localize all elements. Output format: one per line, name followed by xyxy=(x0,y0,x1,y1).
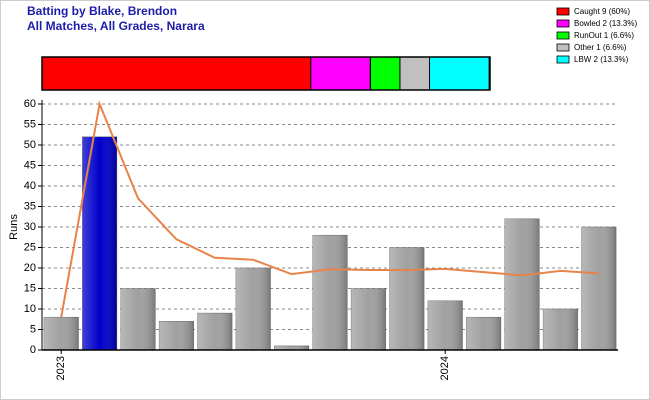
y-tick-label: 5 xyxy=(30,323,36,335)
bar-shading xyxy=(159,321,194,350)
strip-frame xyxy=(41,56,491,91)
y-axis-label: Runs xyxy=(8,214,20,240)
strip-segment xyxy=(429,56,490,91)
legend-swatch xyxy=(556,43,570,52)
bar-shading xyxy=(543,309,578,350)
y-tick-label: 35 xyxy=(24,200,36,212)
legend-label: Bowled 2 (13.3%) xyxy=(574,19,637,28)
y-tick-label: 10 xyxy=(24,303,36,315)
bar-shading xyxy=(120,288,156,350)
bar-shading xyxy=(504,218,540,350)
x-tick-label: 2023 xyxy=(55,356,67,380)
y-tick-label: 15 xyxy=(24,282,36,294)
bar-shading xyxy=(389,247,425,350)
y-tick-label: 0 xyxy=(30,344,36,356)
legend-label: LBW 2 (13.3%) xyxy=(574,55,629,64)
bar-shading xyxy=(197,313,233,350)
strip-segment xyxy=(41,56,312,91)
bar-shading xyxy=(427,300,463,350)
x-tick-label: 2024 xyxy=(439,356,451,380)
legend-swatch xyxy=(556,31,570,40)
y-tick-label: 45 xyxy=(24,159,36,171)
legend-swatch xyxy=(556,7,570,16)
y-tick-label: 55 xyxy=(24,118,36,130)
bar-shading xyxy=(43,317,79,350)
chart-title: Batting by Blake, Brendon xyxy=(27,4,177,18)
chart-subtitle: All Matches, All Grades, Narara xyxy=(27,19,205,33)
legend-label: Other 1 (6.6%) xyxy=(574,43,627,52)
legend-swatch xyxy=(556,19,570,28)
legend-label: RunOut 1 (6.6%) xyxy=(574,31,634,40)
bar-shading xyxy=(312,235,348,350)
y-tick-label: 20 xyxy=(24,262,36,274)
y-tick-label: 60 xyxy=(24,98,36,110)
y-tick-label: 50 xyxy=(24,139,36,151)
y-tick-label: 30 xyxy=(24,221,36,233)
strip-segment xyxy=(310,56,371,91)
bar-shading xyxy=(466,317,501,350)
bar-shading xyxy=(235,268,271,350)
legend-swatch xyxy=(556,55,570,64)
average-line xyxy=(60,100,599,318)
y-tick-label: 40 xyxy=(24,180,36,192)
y-tick-label: 25 xyxy=(24,241,36,253)
bar-shading xyxy=(581,227,617,350)
strip-segment xyxy=(369,56,401,91)
strip-segment xyxy=(399,56,431,91)
bar-shading xyxy=(274,345,309,350)
bar-shading xyxy=(351,288,386,350)
legend-label: Caught 9 (60%) xyxy=(574,7,630,16)
